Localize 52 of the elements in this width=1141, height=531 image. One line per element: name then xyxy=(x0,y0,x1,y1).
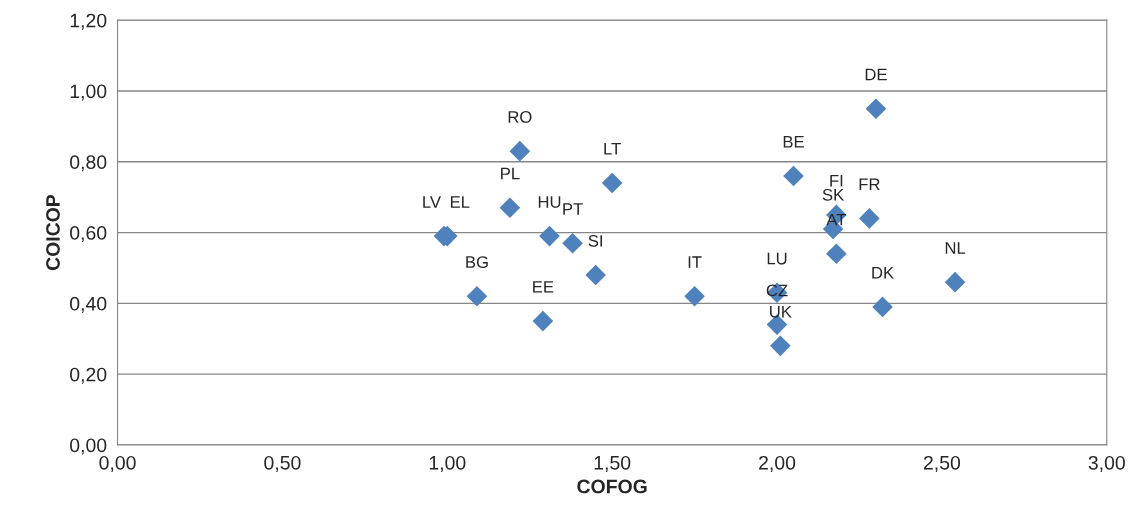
point xyxy=(865,98,887,119)
x-tick-label: 1,50 xyxy=(594,455,631,472)
data-label: FR xyxy=(859,178,880,190)
data-label: NL xyxy=(945,242,966,254)
data-label: LU xyxy=(767,252,787,265)
y-tick-label: 0,60 xyxy=(70,226,107,243)
x-tick-label: 0,00 xyxy=(99,455,136,472)
y-tick-label: 0,00 xyxy=(70,438,107,455)
x-tick-label: 1,00 xyxy=(429,455,466,472)
y-tick-label: 0,20 xyxy=(70,367,107,384)
point xyxy=(585,264,606,286)
data-label: SK xyxy=(822,188,845,201)
data-label: BE xyxy=(783,136,804,148)
data-label: LT xyxy=(604,143,621,155)
y-tick-label: 0,80 xyxy=(70,155,107,172)
x-tick-label: 3,00 xyxy=(1088,455,1125,472)
data-label: PL xyxy=(501,167,520,180)
point xyxy=(826,243,847,265)
point xyxy=(532,310,554,332)
point xyxy=(562,232,583,254)
y-axis-title: COICOP xyxy=(46,194,60,271)
point xyxy=(783,165,804,187)
y-tick-label: 0,40 xyxy=(70,296,107,313)
x-tick-label: 2,00 xyxy=(759,455,796,472)
data-label: UK xyxy=(770,305,792,318)
x-tick-label: 2,50 xyxy=(923,455,961,472)
point xyxy=(499,197,521,219)
point xyxy=(684,286,705,307)
x-tick-label: 0,50 xyxy=(264,455,301,472)
data-label: DK xyxy=(872,266,894,279)
y-tick-label: 1,20 xyxy=(70,13,107,30)
data-label: BG xyxy=(466,256,488,268)
data-label: RO xyxy=(508,111,532,123)
data-label: LV xyxy=(423,196,441,208)
data-label: HU xyxy=(538,196,561,208)
data-label: SI xyxy=(588,234,602,247)
point xyxy=(539,225,560,247)
data-label: EL xyxy=(450,196,470,208)
data-label: IT xyxy=(688,256,702,268)
point xyxy=(859,208,880,229)
data-label: PT xyxy=(563,203,583,215)
point xyxy=(601,172,623,194)
point xyxy=(466,286,488,307)
x-axis-title: COFOG xyxy=(577,479,647,494)
data-label: FI xyxy=(830,174,843,187)
point xyxy=(944,271,966,293)
y-tick-label: 1,00 xyxy=(70,84,107,101)
data-label: EE xyxy=(533,281,554,293)
point xyxy=(872,296,893,318)
point xyxy=(770,335,791,357)
point xyxy=(509,140,531,162)
data-label: DE xyxy=(865,68,887,81)
